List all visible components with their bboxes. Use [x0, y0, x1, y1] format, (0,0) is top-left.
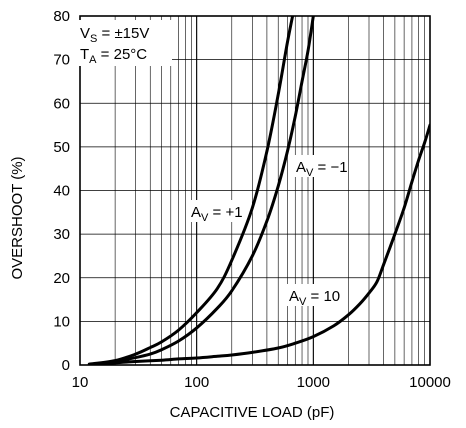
y-tick-label: 30 — [53, 226, 70, 243]
x-tick-label: 100 — [184, 374, 209, 391]
plot-frame — [79, 15, 431, 366]
y-tick-label: 10 — [53, 313, 70, 330]
x-tick-label: 1000 — [297, 374, 330, 391]
series-av-10-line — [91, 123, 430, 365]
grid — [80, 16, 430, 365]
y-tick-label: 70 — [53, 52, 70, 69]
series-label-av-minus1: AV = −1 — [296, 159, 348, 179]
series-av-plus1-line — [87, 16, 295, 365]
series-label-av-10: AV = 10 — [289, 288, 340, 308]
y-tick-label: 0 — [62, 357, 70, 374]
y-tick-label: 50 — [53, 139, 70, 156]
y-tick-label: 60 — [53, 95, 70, 112]
series-av-minus1-line — [99, 16, 315, 365]
x-axis-title: CAPACITIVE LOAD (pF) — [170, 404, 335, 421]
label-bg-av-10 — [287, 284, 347, 306]
y-tick-label: 80 — [53, 8, 70, 25]
y-tick-label: 40 — [53, 183, 70, 200]
series-layer — [87, 16, 430, 365]
series-label-av-plus1: AV = +1 — [191, 204, 243, 224]
conditions-vs: VS = ±15V — [80, 25, 149, 45]
label-bg-av-minus1 — [294, 155, 346, 177]
conditions-background — [76, 20, 172, 66]
conditions-ta: TA = 25°C — [80, 46, 147, 66]
y-tick-label: 20 — [53, 270, 70, 287]
x-tick-label: 10 — [72, 374, 89, 391]
x-tick-label: 10000 — [409, 374, 451, 391]
y-axis-title: OVERSHOOT (%) — [9, 156, 26, 279]
label-bg-av-plus1 — [189, 200, 237, 222]
